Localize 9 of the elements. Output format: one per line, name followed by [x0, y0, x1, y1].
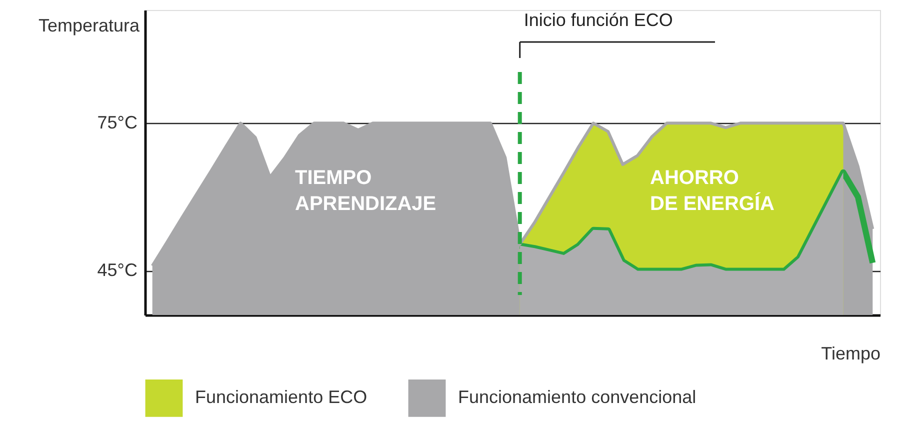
annotation: AHORRO DE ENERGÍA	[650, 167, 774, 215]
legend-label: Funcionamiento convencional	[458, 387, 696, 408]
text: Inicio función ECO	[524, 10, 673, 30]
y-axis-title: Temperatura	[38, 16, 140, 36]
y-tick-label: 45°C	[97, 260, 138, 280]
annotation: TIEMPO APRENDIZAJE	[295, 167, 436, 215]
y-tick-label: 75°C	[97, 112, 138, 133]
x-axis-title: Tiempo	[821, 344, 880, 364]
legend-label: Funcionamiento ECO	[195, 387, 368, 408]
